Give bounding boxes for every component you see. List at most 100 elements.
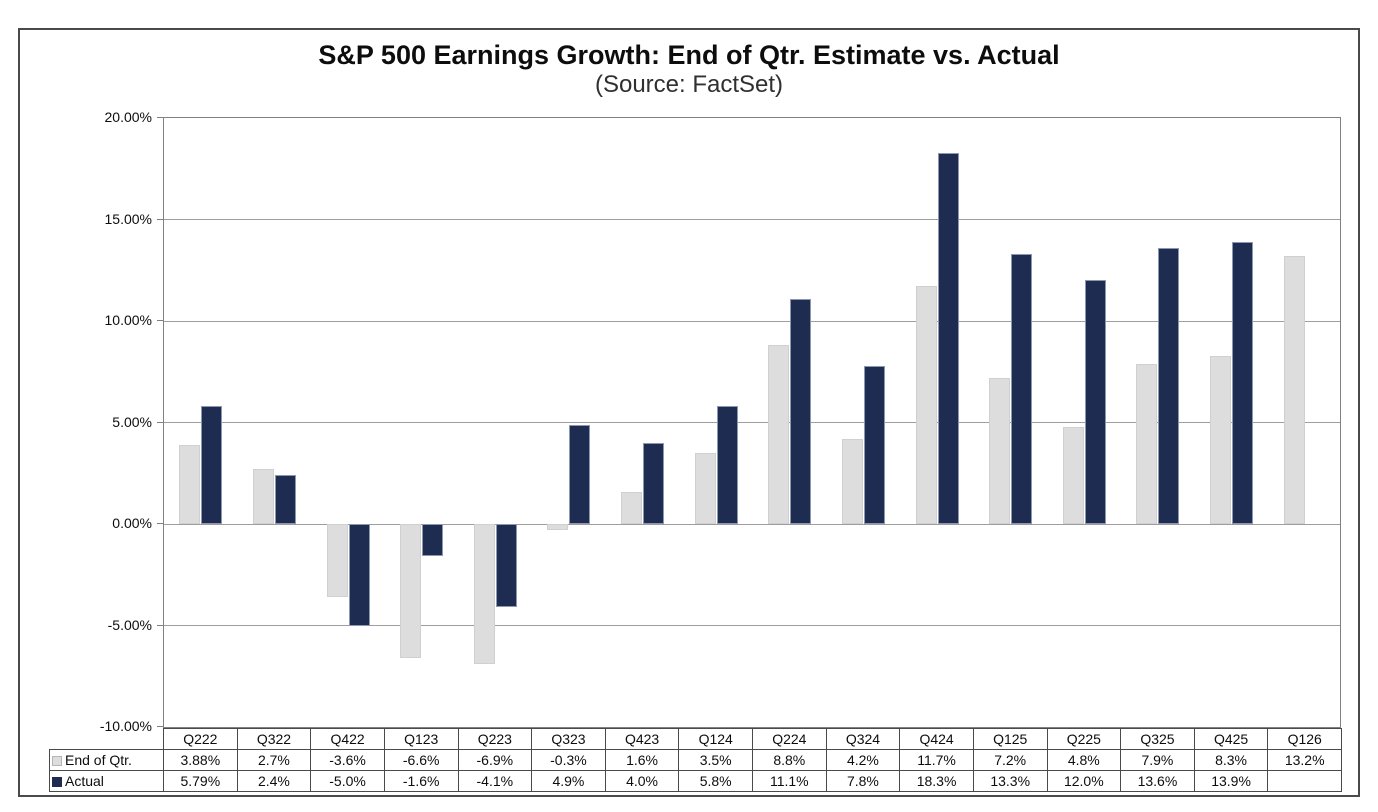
table-cell-end-of-qtr-q324: 4.2%	[825, 749, 901, 771]
table-cell-end-of-qtr-q422: -3.6%	[310, 749, 385, 771]
gridline	[164, 320, 1340, 322]
table-cell-actual-q325: 13.6%	[1120, 770, 1195, 792]
table-cell-end-of-qtr-q425: 8.3%	[1193, 749, 1269, 771]
category-header-q225: Q225	[1046, 728, 1122, 750]
category-header-q224: Q224	[752, 728, 827, 750]
bar-end-of-qtr-q323	[547, 524, 569, 531]
chart-figure: S&P 500 Earnings Growth: End of Qtr. Est…	[18, 28, 1360, 797]
table-cell-actual-q126	[1267, 770, 1342, 792]
bar-actual-q424	[937, 152, 959, 524]
bar-end-of-qtr-q124	[694, 452, 716, 524]
table-cell-actual-q423: 4.0%	[604, 770, 680, 792]
bar-end-of-qtr-q425	[1210, 355, 1232, 524]
table-row-actual: Actual 5.79% 2.4% -5.0% -1.6% -4.1% 4.9% 4.0% 5.…	[49, 770, 1342, 792]
bar-actual-q223	[495, 524, 517, 608]
bar-end-of-qtr-q325	[1136, 363, 1158, 524]
bar-end-of-qtr-q324	[841, 438, 863, 524]
y-axis-tick	[157, 218, 164, 220]
bar-actual-q323	[569, 424, 591, 524]
bar-actual-q224	[790, 298, 812, 524]
table-cell-actual-q223: -4.1%	[457, 770, 533, 792]
y-axis-tick	[157, 421, 164, 423]
gridline	[164, 523, 1340, 525]
bar-actual-q124	[716, 406, 738, 524]
bar-end-of-qtr-q126	[1283, 256, 1305, 524]
bar-actual-q324	[863, 365, 885, 524]
table-cell-end-of-qtr-q222: 3.88%	[163, 749, 238, 771]
table-cell-actual-q422: -5.0%	[310, 770, 385, 792]
table-cell-end-of-qtr-q123: -6.6%	[383, 749, 459, 771]
y-axis-label: -5.00%	[107, 616, 152, 633]
table-cell-actual-q222: 5.79%	[163, 770, 238, 792]
category-header-q126: Q126	[1267, 728, 1342, 750]
chart-title: S&P 500 Earnings Growth: End of Qtr. Est…	[318, 40, 1060, 70]
table-cell-actual-q424: 18.3%	[899, 770, 974, 792]
bar-actual-q425	[1232, 241, 1254, 524]
table-cell-end-of-qtr-q124: 3.5%	[678, 749, 753, 771]
bar-end-of-qtr-q123	[400, 524, 422, 658]
table-cell-end-of-qtr-q125: 7.2%	[972, 749, 1048, 771]
chart-subtitle: (Source: FactSet)	[594, 71, 784, 98]
table-cell-actual-q225: 12.0%	[1046, 770, 1122, 792]
table-cell-actual-q125: 13.3%	[972, 770, 1048, 792]
bar-actual-q125	[1011, 254, 1033, 524]
table-cell-actual-q323: 4.9%	[531, 770, 606, 792]
bar-end-of-qtr-q125	[989, 377, 1011, 524]
bar-end-of-qtr-q422	[326, 524, 348, 598]
table-header-row: Q222 Q322 Q422 Q123 Q223 Q323 Q423 Q124 Q224 Q324…	[50, 728, 1342, 750]
bar-actual-q322	[274, 475, 296, 524]
table-cell-end-of-qtr-q224: 8.8%	[752, 749, 827, 771]
category-header-q324: Q324	[825, 728, 901, 750]
category-header-q423: Q423	[604, 728, 680, 750]
table-cell-actual-q123: -1.6%	[383, 770, 459, 792]
table-cell-actual-q425: 13.9%	[1193, 770, 1269, 792]
bar-actual-q222	[201, 406, 223, 524]
y-axis-tick	[157, 624, 164, 626]
table-cell-end-of-qtr-q323: -0.3%	[531, 749, 606, 771]
category-header-q124: Q124	[678, 728, 753, 750]
table-row-end-of-qtr: End of Qtr. 3.88% 2.7% -3.6% -6.6% -6.9% -0.3%…	[49, 749, 1342, 771]
bar-end-of-qtr-q223	[473, 524, 495, 665]
gridline	[164, 625, 1340, 626]
bar-actual-q225	[1084, 280, 1106, 524]
y-axis-tick	[157, 117, 164, 118]
table-cell-actual-q324: 7.8%	[825, 770, 901, 792]
legend-label-actual: Actual	[65, 773, 104, 789]
legend-label-end-of-qtr: End of Qtr.	[65, 752, 132, 768]
table-cell-actual-q322: 2.4%	[236, 770, 312, 792]
bar-end-of-qtr-q424	[915, 286, 937, 524]
y-axis-label: 10.00%	[104, 312, 152, 328]
category-header-q325: Q325	[1120, 728, 1195, 750]
bar-end-of-qtr-q423	[621, 491, 643, 524]
y-axis-tick	[157, 320, 164, 321]
category-header-q422: Q422	[310, 728, 385, 750]
bar-actual-q325	[1158, 247, 1180, 524]
legend-cell-end-of-qtr: End of Qtr.	[49, 749, 164, 771]
bar-actual-q123	[422, 524, 444, 557]
category-header-q424: Q424	[899, 728, 974, 750]
category-header-q125: Q125	[972, 728, 1048, 750]
bar-end-of-qtr-q322	[252, 469, 274, 524]
bar-end-of-qtr-q222	[179, 445, 201, 524]
category-header-q425: Q425	[1193, 728, 1269, 750]
table-cell-actual-q224: 11.1%	[752, 770, 827, 792]
category-header-q123: Q123	[383, 728, 459, 750]
y-axis-tick	[157, 726, 164, 727]
y-axis-tick	[157, 523, 164, 524]
gridline	[164, 422, 1340, 423]
table-cell-end-of-qtr-q322: 2.7%	[236, 749, 312, 771]
category-header-q322: Q322	[236, 728, 312, 750]
y-axis-label: 5.00%	[112, 413, 152, 430]
category-header-q223: Q223	[457, 728, 533, 750]
plot-area	[163, 117, 1341, 728]
legend-swatch-actual	[52, 777, 62, 787]
table-cell-actual-q124: 5.8%	[678, 770, 753, 792]
table-cell-end-of-qtr-q424: 11.7%	[899, 749, 974, 771]
category-header-q323: Q323	[531, 728, 606, 750]
bar-end-of-qtr-q224	[768, 345, 790, 524]
y-axis-label: 0.00%	[112, 515, 152, 531]
y-axis-label: -10.00%	[99, 718, 152, 734]
y-axis-label: 15.00%	[104, 210, 152, 227]
category-header-q222: Q222	[163, 728, 238, 750]
bar-actual-q423	[643, 442, 665, 524]
